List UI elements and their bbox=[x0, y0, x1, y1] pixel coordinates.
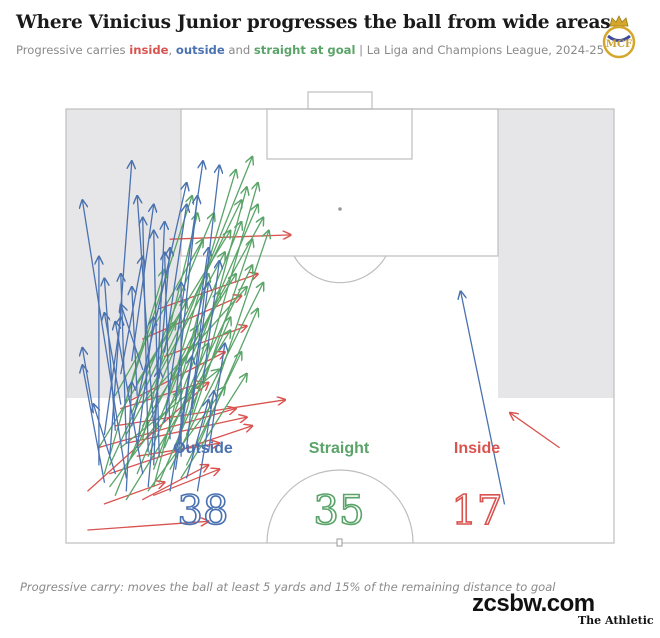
carry-arrow-outside bbox=[82, 348, 95, 414]
real-madrid-crest-icon: MCF bbox=[602, 15, 636, 59]
count-label-inside: Inside bbox=[454, 440, 500, 457]
carry-arrow-outside bbox=[82, 365, 106, 483]
carry-arrow-inside bbox=[114, 400, 285, 427]
carry-arrow-outside bbox=[207, 343, 225, 453]
centre-spot bbox=[336, 538, 343, 547]
subtitle-straight: straight at goal bbox=[253, 43, 356, 57]
subtitle-outside: outside bbox=[175, 43, 225, 57]
carry-arrow-inside bbox=[125, 417, 247, 444]
carry-arrow-outside bbox=[163, 205, 187, 353]
carry-arrow-straight bbox=[120, 196, 192, 418]
count-label-straight: Straight bbox=[309, 440, 370, 457]
carry-arrow-straight bbox=[158, 200, 241, 371]
carry-arrow-outside bbox=[120, 257, 143, 375]
count-outside: Outside 38 bbox=[173, 440, 233, 535]
carry-arrow-outside bbox=[153, 222, 165, 466]
right-wide-zone bbox=[498, 109, 614, 398]
centre-circle bbox=[266, 469, 414, 544]
carry-arrow-outside bbox=[185, 165, 220, 449]
carry-arrow-outside bbox=[82, 200, 127, 479]
carry-arrow-straight bbox=[196, 309, 258, 449]
carry-arrow-inside bbox=[510, 413, 560, 449]
carry-arrow-inside bbox=[98, 409, 236, 449]
carry-arrow-outside bbox=[136, 317, 154, 449]
carry-arrow-inside bbox=[169, 235, 291, 240]
carry-arrow-outside bbox=[174, 196, 198, 401]
pitch-chart: Outside 38 Straight 35 Inside 17 bbox=[65, 91, 615, 547]
footnote: Progressive carry: moves the ball at lea… bbox=[20, 580, 556, 594]
carry-arrow-straight bbox=[103, 270, 164, 475]
carry-arrow-outside bbox=[125, 382, 132, 492]
carry-arrow-outside bbox=[104, 278, 116, 431]
penalty-arc bbox=[293, 255, 387, 284]
carry-arrow-outside bbox=[158, 248, 170, 379]
goal bbox=[307, 91, 373, 110]
carry-arrow-outside bbox=[121, 304, 144, 371]
carry-arrow-outside bbox=[461, 291, 506, 505]
count-label-outside: Outside bbox=[173, 440, 233, 457]
subtitle-suffix: | La Liga and Champions League, 2024-25 bbox=[355, 43, 605, 57]
carry-arrow-inside bbox=[153, 469, 220, 496]
carry-arrow-inside bbox=[142, 465, 209, 501]
count-value-straight: 35 bbox=[314, 488, 365, 534]
carry-arrow-straight bbox=[114, 239, 203, 397]
carry-arrow-outside bbox=[165, 252, 171, 440]
carry-arrow-outside bbox=[185, 400, 209, 479]
svg-text:MCF: MCF bbox=[606, 39, 632, 50]
watermark: zcsbw.com bbox=[472, 590, 595, 617]
carry-arrow-straight bbox=[185, 239, 253, 436]
subtitle-sep1: , bbox=[168, 43, 176, 57]
carry-arrow-straight bbox=[169, 218, 263, 388]
carry-arrow-straight bbox=[131, 326, 198, 457]
carry-arrow-straight bbox=[153, 291, 220, 470]
carry-arrow-outside bbox=[115, 322, 144, 475]
carry-arrow-outside bbox=[103, 317, 120, 436]
carry-arrow-straight bbox=[191, 183, 258, 414]
count-value-outside: 38 bbox=[178, 488, 229, 534]
six-yard-box bbox=[266, 108, 413, 160]
chart-subtitle: Progressive carries inside, outside and … bbox=[16, 43, 604, 57]
carry-arrow-outside bbox=[132, 287, 138, 397]
penalty-spot bbox=[338, 207, 342, 211]
carry-arrow-outside bbox=[131, 183, 187, 427]
carry-arrow-outside bbox=[191, 283, 209, 410]
carry-arrow-outside bbox=[154, 231, 160, 457]
subtitle-sep2: and bbox=[224, 43, 254, 57]
carry-arrow-straight bbox=[169, 283, 263, 470]
carry-arrow-outside bbox=[104, 313, 122, 405]
chart-title: Where Vinicius Junior progresses the bal… bbox=[16, 12, 611, 33]
carry-arrow-outside bbox=[93, 404, 116, 475]
subtitle-inside: inside bbox=[129, 43, 169, 57]
carry-arrow-inside bbox=[87, 521, 209, 531]
carry-arrow-straight bbox=[142, 287, 247, 405]
count-straight: Straight 35 bbox=[309, 440, 370, 535]
brand-logo: The Athletic bbox=[578, 614, 654, 627]
carry-arrows bbox=[82, 157, 560, 531]
carry-arrow-outside bbox=[202, 261, 219, 384]
carry-arrow-straight bbox=[158, 317, 230, 483]
count-inside: Inside 17 bbox=[451, 440, 504, 535]
count-value-inside: 17 bbox=[452, 488, 503, 534]
subtitle-prefix: Progressive carries bbox=[16, 43, 130, 57]
carry-arrow-outside bbox=[137, 196, 155, 427]
